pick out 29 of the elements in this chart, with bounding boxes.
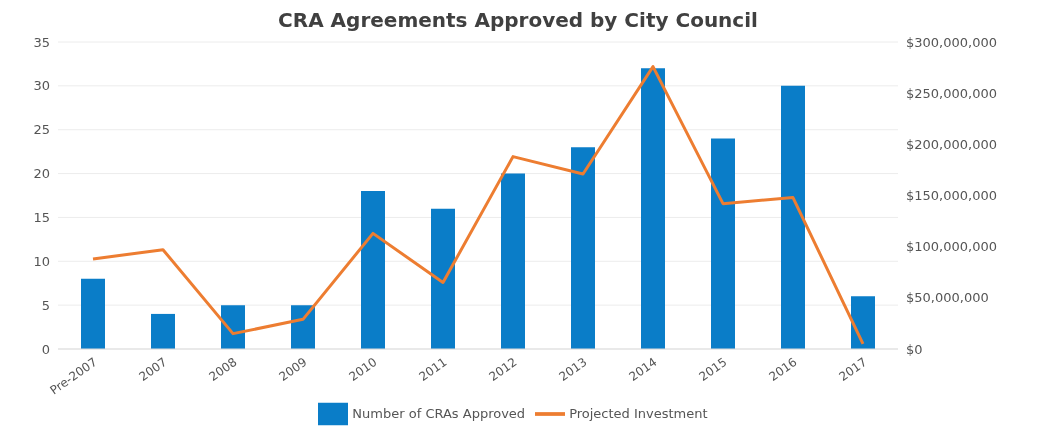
bar <box>501 173 525 349</box>
bar <box>571 147 595 349</box>
bar <box>431 208 455 349</box>
bar <box>851 296 875 349</box>
legend-label: Projected Investment <box>569 405 708 421</box>
line-series <box>91 65 865 346</box>
y2-tick-label: $150,000,000 <box>906 188 997 204</box>
y2-tick-label: $300,000,000 <box>906 34 997 50</box>
y2-tick-label: $0 <box>906 341 923 357</box>
y-tick-label: 25 <box>33 122 50 138</box>
y-tick-label: 0 <box>41 341 50 357</box>
bar <box>641 68 665 349</box>
y-tick-label: 30 <box>33 78 50 94</box>
bar <box>361 191 385 349</box>
bar <box>81 278 105 349</box>
y2-tick-label: $100,000,000 <box>906 239 997 255</box>
y2-tick-label: $50,000,000 <box>906 290 989 306</box>
bar <box>781 85 805 349</box>
bar <box>151 313 175 349</box>
y2-tick-label: $200,000,000 <box>906 136 997 152</box>
y-tick-label: 20 <box>33 166 50 182</box>
y-tick-label: 15 <box>33 210 50 226</box>
chart-title: CRA Agreements Approved by City Council <box>277 8 759 34</box>
y-tick-label: 35 <box>33 34 50 50</box>
y2-tick-label: $250,000,000 <box>906 85 997 101</box>
y-tick-label: 10 <box>33 253 50 269</box>
legend-label: Number of CRAs Approved <box>352 405 526 421</box>
y-tick-label: 5 <box>41 297 50 313</box>
bar <box>711 138 735 349</box>
